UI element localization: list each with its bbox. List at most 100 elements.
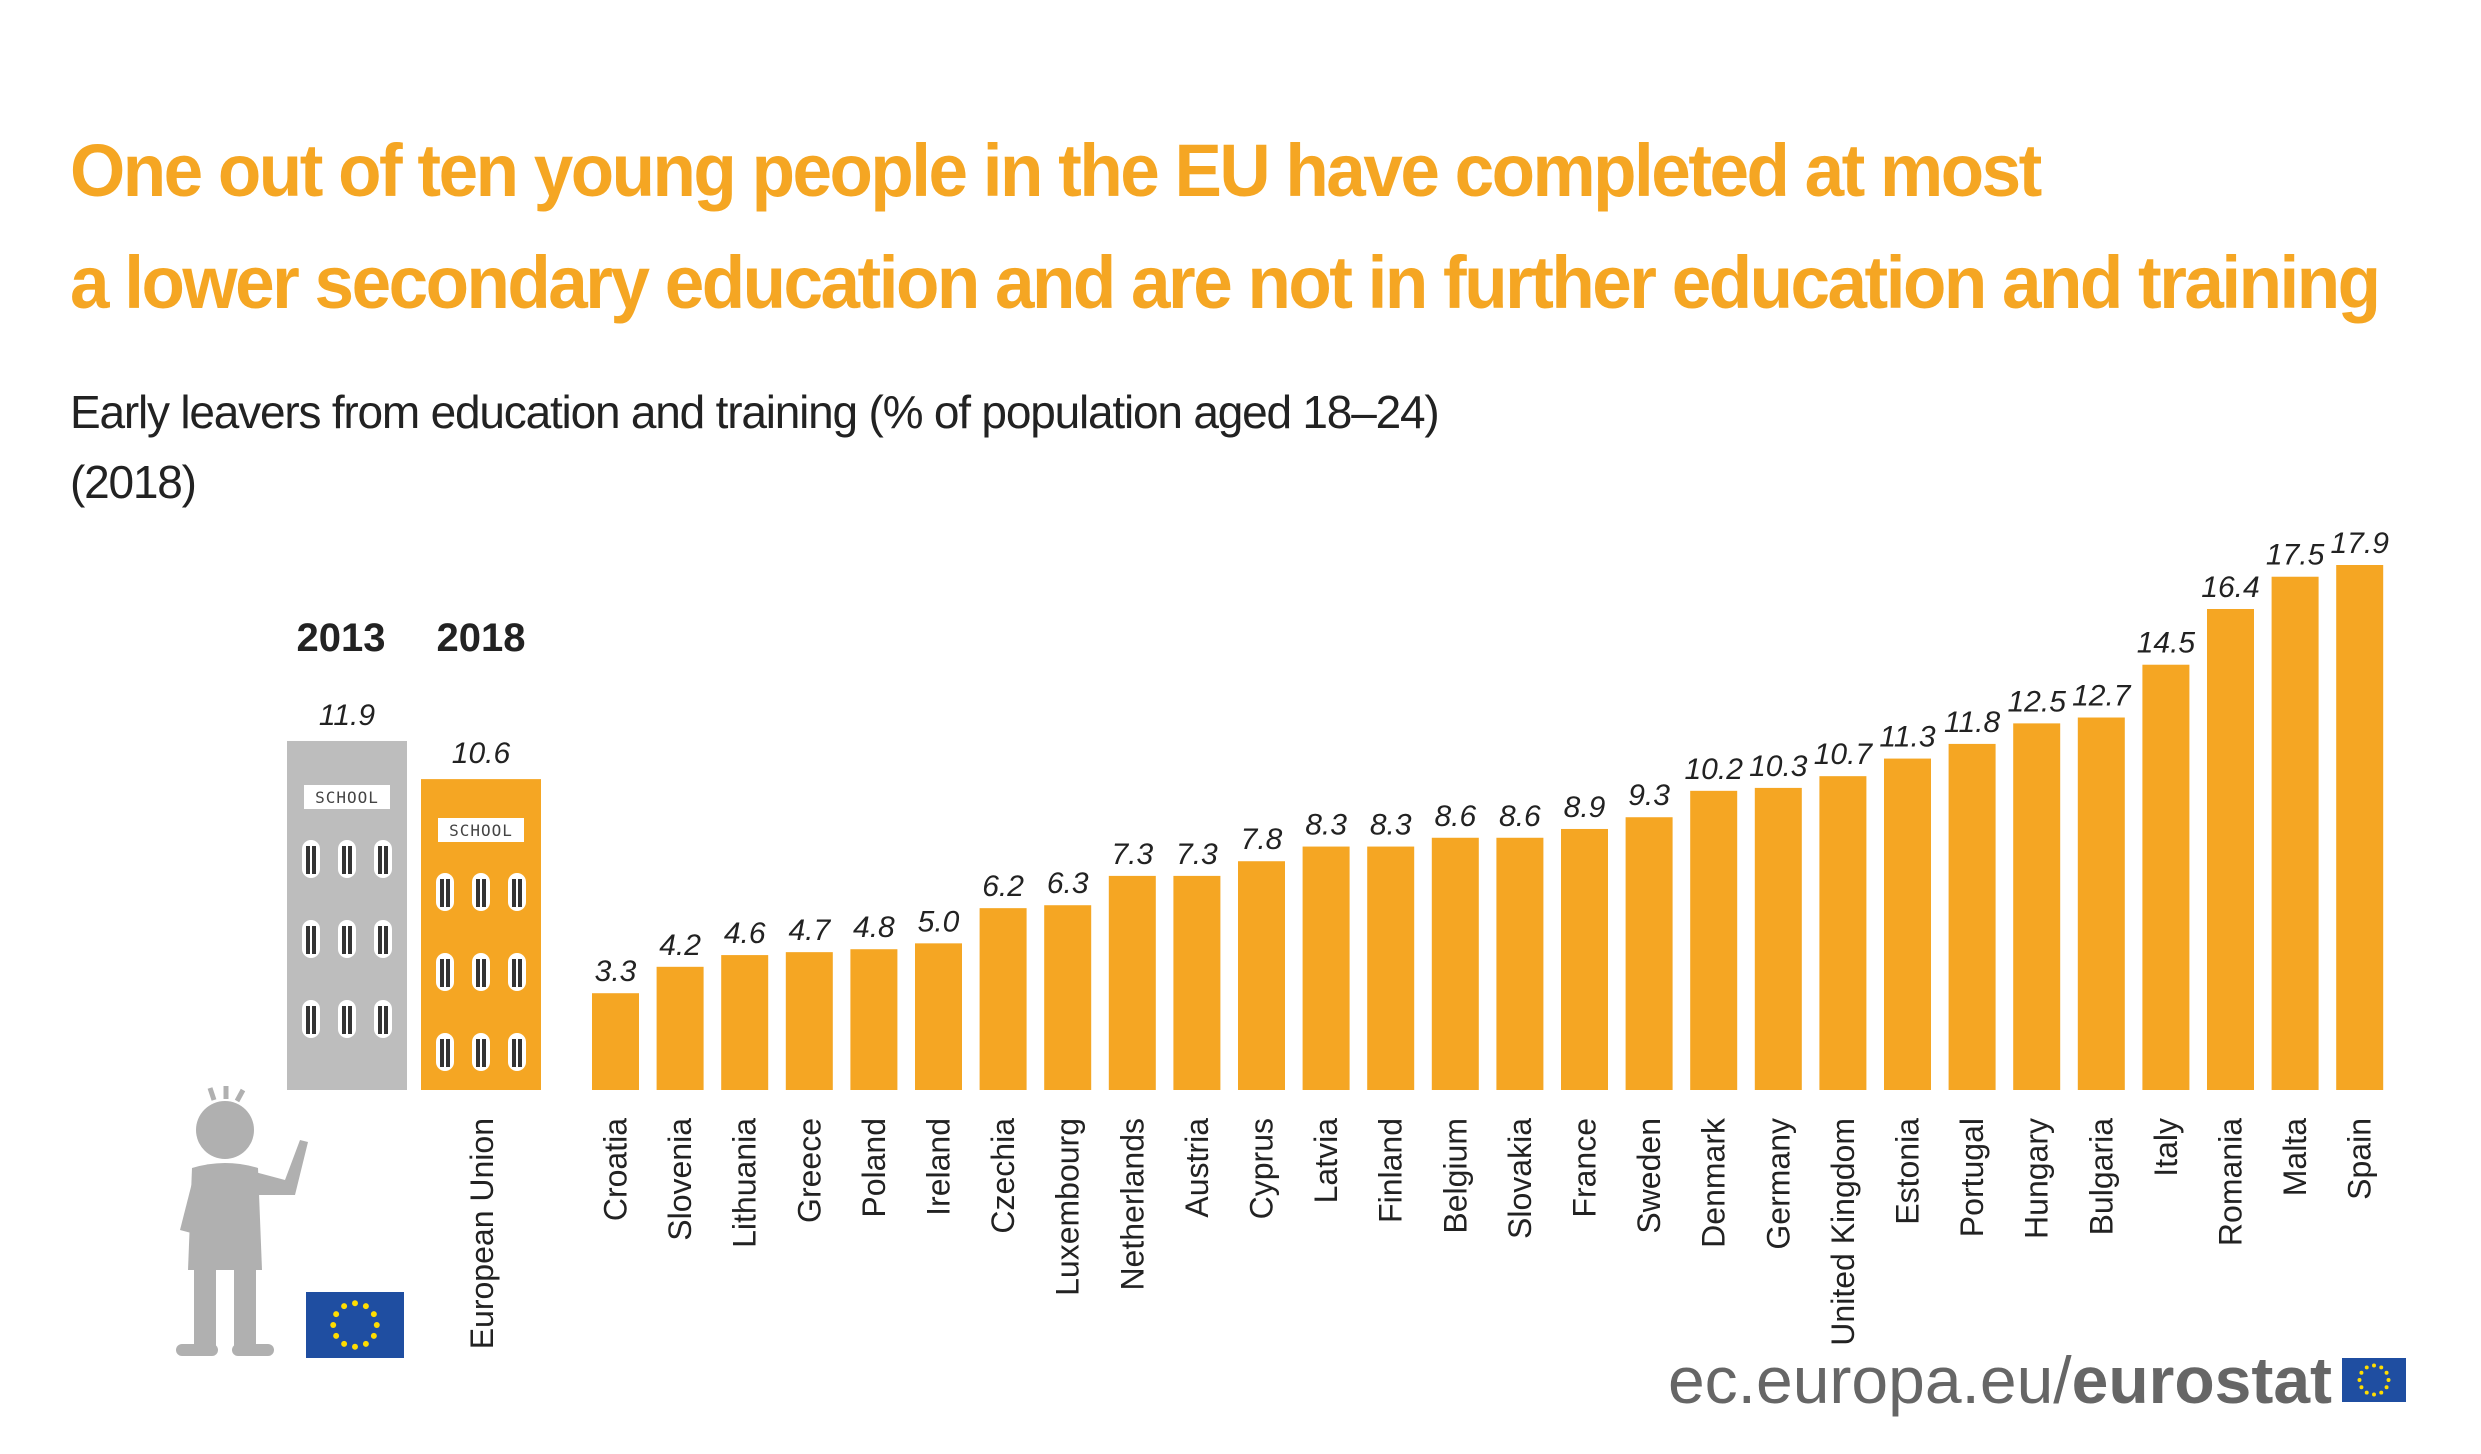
x-tick-label: Luxembourg — [1050, 1118, 1086, 1296]
x-tick-label: Lithuania — [727, 1118, 763, 1248]
x-tick-label: Italy — [2148, 1118, 2184, 1177]
bar-value-label: 4.2 — [659, 929, 701, 962]
building-window — [472, 873, 490, 911]
building-window — [338, 920, 356, 958]
bar-value-label: 14.5 — [2137, 627, 2196, 660]
x-tick-label: Denmark — [1696, 1117, 1732, 1248]
bar-value-label: 5.0 — [918, 905, 960, 938]
bar-cyprus — [1238, 861, 1285, 1090]
x-tick-label: Belgium — [1437, 1118, 1473, 1234]
building-window — [338, 1000, 356, 1038]
bar-slovenia — [656, 966, 704, 1090]
bar-united-kingdom — [1819, 776, 1867, 1090]
bar-value-label: 17.9 — [2331, 527, 2390, 560]
bar-value-label: 8.3 — [1305, 809, 1347, 842]
bar-germany — [1754, 787, 1802, 1090]
x-tick-label: Portugal — [1954, 1118, 1990, 1237]
footer-brand[interactable]: eurostat — [2071, 1343, 2332, 1417]
x-tick-label: Germany — [1760, 1118, 1796, 1250]
bar-finland — [1367, 846, 1415, 1090]
school-sign-text: SCHOOL — [449, 821, 513, 840]
x-tick-label: Greece — [791, 1118, 827, 1223]
eu-value-label: 11.9 — [319, 699, 375, 732]
x-tick-label: Croatia — [598, 1118, 634, 1221]
x-tick-label: Finland — [1373, 1118, 1409, 1223]
bar-denmark — [1690, 790, 1738, 1090]
x-tick-label: United Kingdom — [1825, 1118, 1861, 1346]
building-window — [436, 1033, 454, 1071]
bar-hungary — [2013, 723, 2061, 1090]
building-window — [436, 873, 454, 911]
bar-netherlands — [1108, 875, 1156, 1090]
bar-value-label: 4.7 — [788, 914, 831, 947]
building-window — [302, 840, 320, 878]
building-window — [472, 953, 490, 991]
bar-value-label: 12.7 — [2072, 680, 2132, 713]
year-2013-label: 2013 — [297, 616, 386, 660]
bar-sweden — [1625, 817, 1673, 1090]
bar-croatia — [592, 993, 639, 1090]
bar-value-label: 3.3 — [595, 955, 637, 988]
bar-belgium — [1431, 837, 1479, 1090]
x-tick-label: Netherlands — [1114, 1118, 1150, 1291]
x-tick-label: Latvia — [1308, 1118, 1344, 1204]
bar-poland — [850, 949, 898, 1090]
building-window — [302, 1000, 320, 1038]
bar-ireland — [915, 943, 962, 1090]
bar-value-label: 7.3 — [1111, 838, 1153, 871]
bar-portugal — [1948, 743, 1996, 1090]
bar-value-label: 6.2 — [982, 870, 1024, 903]
x-tick-label: Cyprus — [1244, 1118, 1280, 1219]
bar-value-label: 4.6 — [724, 917, 766, 950]
bar-value-label: 10.2 — [1685, 753, 1744, 786]
x-tick-label: Spain — [2342, 1118, 2378, 1200]
bar-value-label: 7.8 — [1241, 823, 1283, 856]
bar-value-label: 11.3 — [1879, 721, 1935, 754]
building-window — [374, 1000, 392, 1038]
bar-value-label: 12.5 — [2008, 685, 2067, 718]
bar-austria — [1173, 875, 1221, 1090]
bar-value-label: 16.4 — [2201, 571, 2259, 604]
building-window — [508, 873, 526, 911]
x-tick-label: Malta — [2277, 1118, 2313, 1196]
chart-title-line-2: a lower secondary education and are not … — [70, 241, 2381, 324]
bar-value-label: 10.3 — [1749, 750, 1808, 783]
bar-latvia — [1302, 846, 1350, 1090]
x-tick-label: Bulgaria — [2083, 1118, 2119, 1236]
x-tick-label: Estonia — [1890, 1118, 1926, 1225]
bar-estonia — [1884, 758, 1931, 1090]
school-sign-text: SCHOOL — [315, 788, 379, 807]
eu-value-label: 10.6 — [452, 737, 511, 770]
x-tick-label: Slovakia — [1502, 1118, 1538, 1239]
bar-czechia — [979, 908, 1027, 1090]
building-window — [508, 953, 526, 991]
footer-domain[interactable]: ec.europa.eu/ — [1667, 1343, 2072, 1417]
bar-spain — [2336, 565, 2384, 1090]
school-sign — [438, 818, 524, 842]
bar-value-label: 9.3 — [1628, 779, 1670, 812]
footer: ec.europa.eu/ eurostat — [1668, 1340, 2406, 1420]
bar-value-label: 8.9 — [1564, 791, 1606, 824]
eu-flag-icon — [2342, 1358, 2406, 1402]
school-sign — [304, 785, 390, 809]
bar-slovakia — [1496, 837, 1544, 1090]
x-tick-label: Czechia — [985, 1118, 1021, 1234]
x-tick-label: Romania — [2213, 1118, 2249, 1246]
bar-lithuania — [721, 955, 769, 1090]
bar-value-label: 4.8 — [853, 911, 895, 944]
chart-subtitle: Early leavers from education and trainin… — [70, 386, 1440, 438]
person-waving-icon — [176, 1086, 308, 1356]
bar-value-label: 10.7 — [1814, 738, 1874, 771]
building-window — [436, 953, 454, 991]
building-window — [374, 920, 392, 958]
chart-title-line-1: One out of ten young people in the EU ha… — [70, 129, 2042, 212]
eu-axis-label: European Union — [464, 1118, 500, 1349]
eu-building-2018: SCHOOL — [421, 779, 541, 1090]
x-tick-label: Austria — [1179, 1118, 1215, 1218]
eu-flag-icon — [306, 1292, 404, 1358]
bar-luxembourg — [1044, 905, 1092, 1090]
x-tick-label: France — [1567, 1118, 1603, 1218]
building-window — [472, 1033, 490, 1071]
bar-value-label: 17.5 — [2266, 539, 2325, 572]
